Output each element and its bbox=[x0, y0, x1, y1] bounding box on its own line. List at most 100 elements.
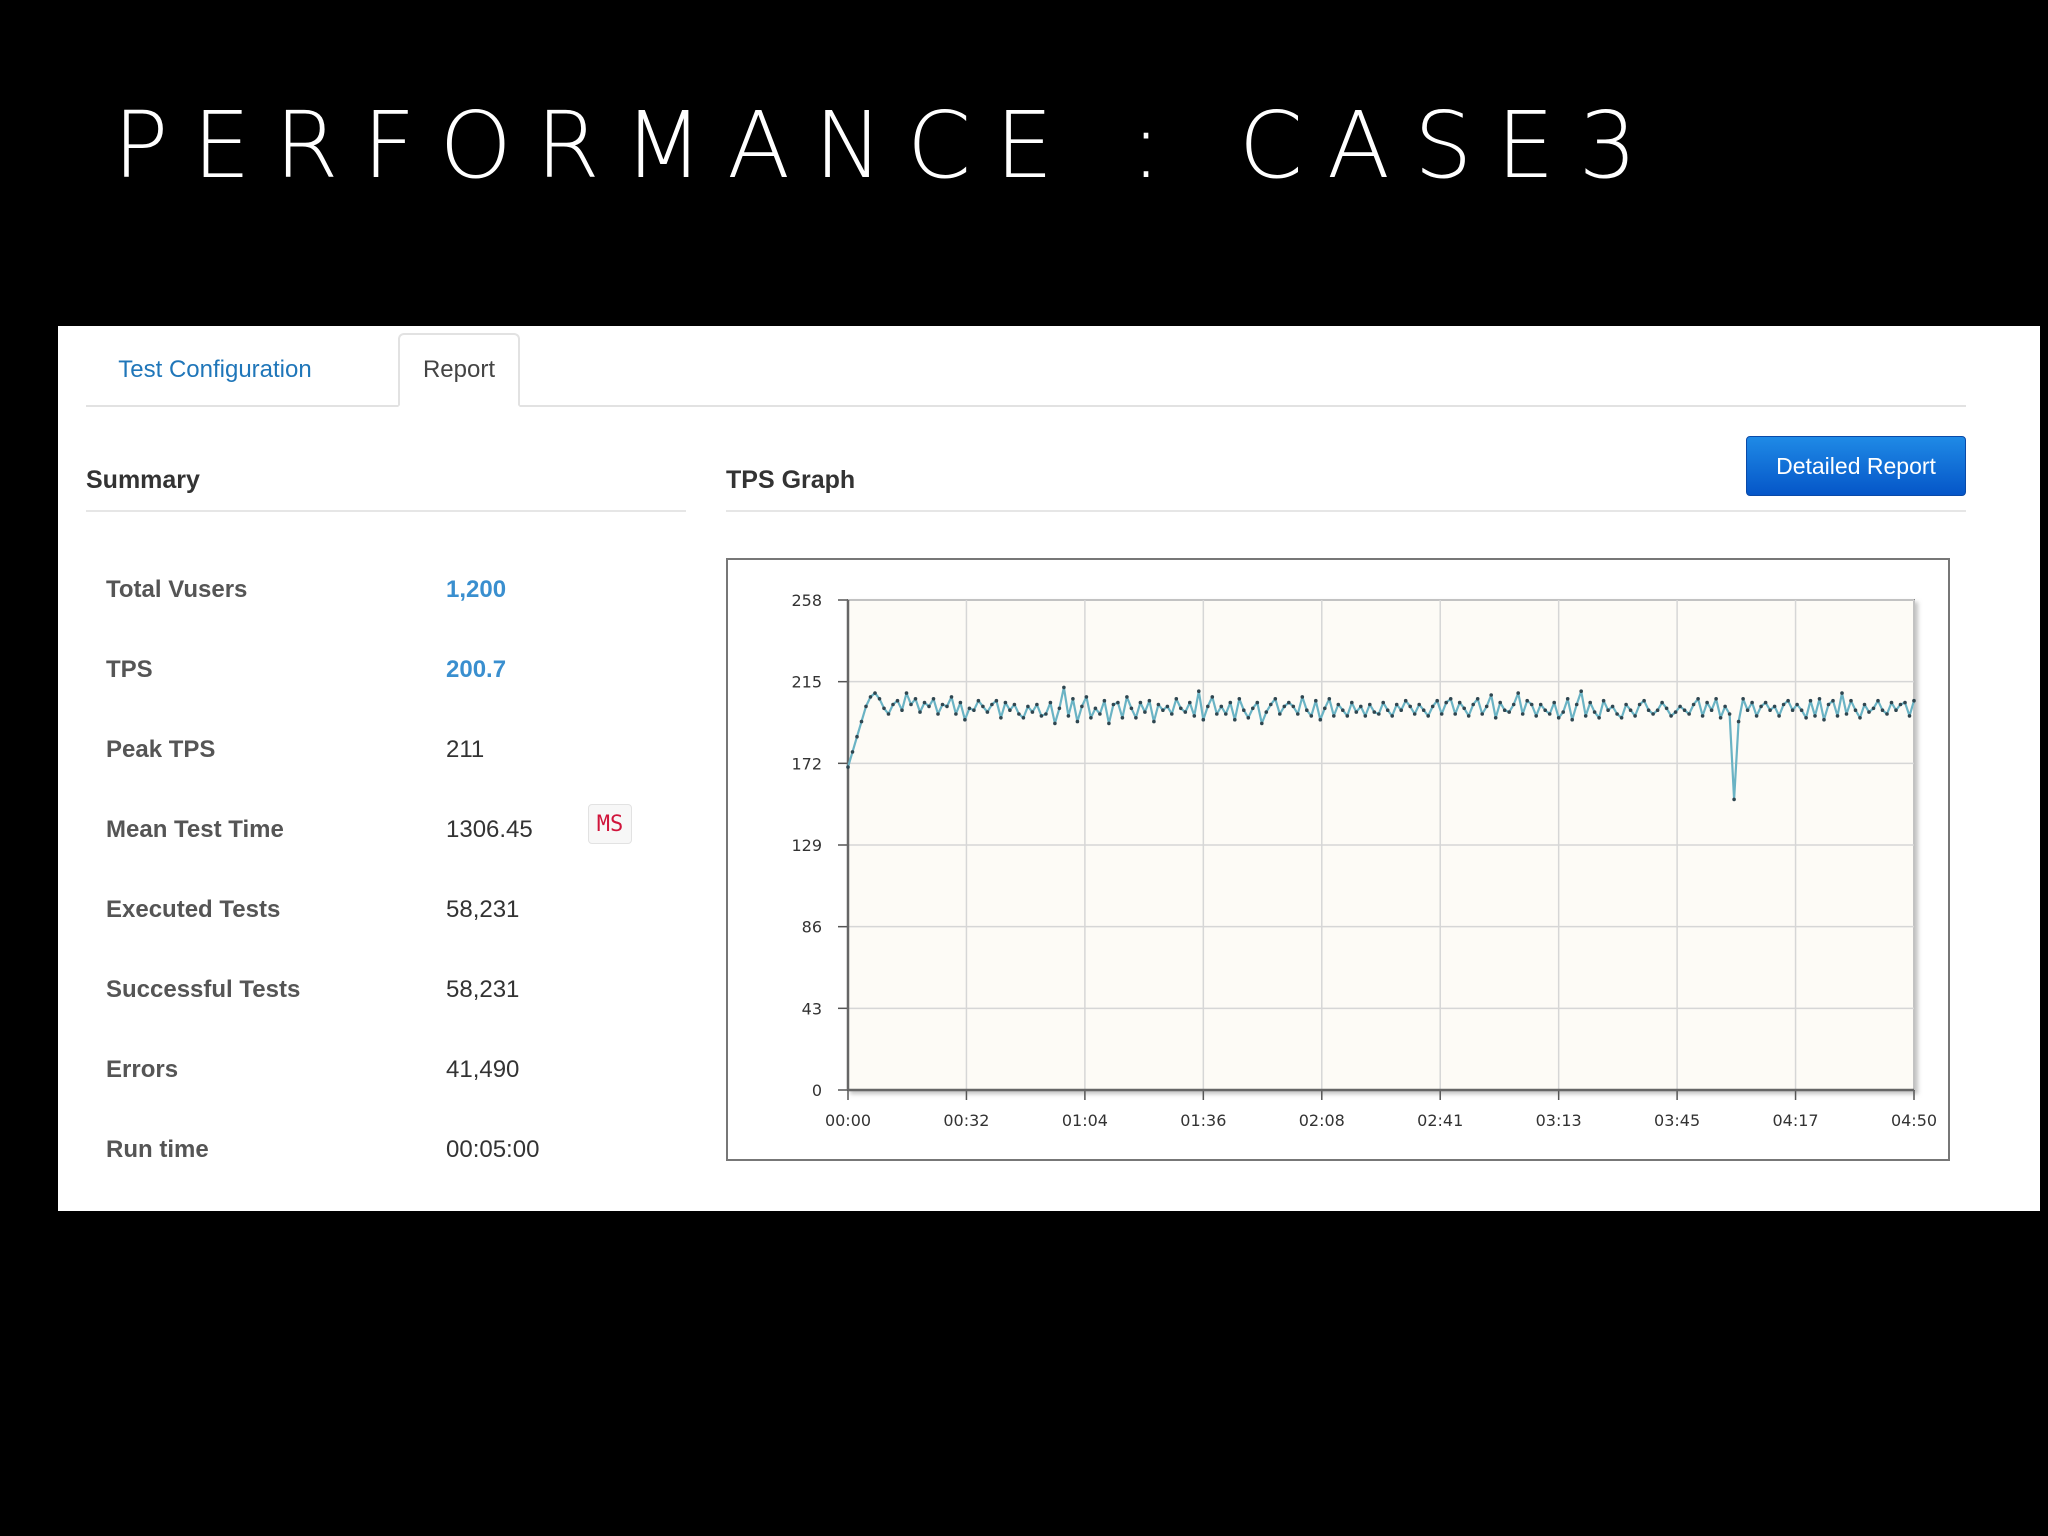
tps-data-point bbox=[1633, 714, 1637, 718]
y-tick-label: 43 bbox=[802, 999, 822, 1018]
tps-data-point bbox=[1255, 700, 1260, 705]
tps-data-point bbox=[1080, 704, 1084, 709]
x-tick-label: 02:41 bbox=[1417, 1111, 1463, 1130]
tps-data-point bbox=[1035, 702, 1039, 707]
tps-data-point bbox=[1561, 710, 1565, 714]
tps-data-point bbox=[855, 734, 859, 739]
tps-data-point bbox=[1723, 704, 1727, 709]
y-tick-label: 129 bbox=[791, 836, 822, 855]
tps-data-point bbox=[1385, 708, 1390, 712]
tps-value[interactable]: 200.7 bbox=[446, 656, 507, 683]
tps-data-point bbox=[1354, 710, 1359, 714]
tps-data-point bbox=[1556, 716, 1561, 720]
tps-data-point bbox=[1516, 691, 1520, 695]
summary-label: Run time bbox=[106, 1136, 209, 1163]
tps-data-point bbox=[1197, 689, 1201, 693]
tps-data-point bbox=[1444, 700, 1448, 705]
tps-data-point bbox=[1359, 704, 1363, 709]
tps-data-point bbox=[1372, 710, 1377, 714]
tps-data-point bbox=[1242, 708, 1246, 712]
tps-data-point bbox=[999, 716, 1003, 720]
x-tick-label: 00:32 bbox=[943, 1111, 989, 1130]
tps-data-point bbox=[1170, 712, 1174, 716]
tps-data-point bbox=[1017, 712, 1021, 716]
tps-data-point bbox=[945, 704, 949, 709]
tps-data-point bbox=[1134, 716, 1138, 720]
total-vusers-value[interactable]: 1,200 bbox=[446, 576, 507, 603]
tps-data-point bbox=[1862, 702, 1867, 707]
tps-data-point bbox=[1804, 716, 1808, 720]
tps-data-point bbox=[1012, 702, 1017, 707]
tab-test-configuration[interactable]: Test Configuration bbox=[118, 356, 312, 383]
tps-chart-svg: 0 43 86 129 172 215 258 00:00 00:32 01:04 01:36 02… bbox=[791, 591, 1937, 1130]
tps-data-point bbox=[1840, 691, 1844, 695]
tps-data-point bbox=[918, 710, 922, 714]
unit-badge: MS bbox=[588, 804, 632, 844]
x-tick-label: 04:17 bbox=[1773, 1111, 1819, 1130]
tps-data-point bbox=[1305, 708, 1309, 712]
tps-data-point bbox=[1858, 716, 1862, 720]
tps-data-point bbox=[1471, 702, 1475, 707]
tps-data-point bbox=[1606, 708, 1610, 712]
tps-data-point bbox=[931, 697, 936, 701]
tps-data-point bbox=[1489, 693, 1493, 697]
tps-data-point bbox=[1664, 706, 1669, 711]
tps-data-point bbox=[1912, 698, 1916, 703]
tps-data-point bbox=[1161, 708, 1165, 712]
tps-data-point bbox=[1790, 708, 1795, 712]
tps-data-point bbox=[1831, 698, 1835, 703]
detailed-report-button[interactable]: Detailed Report bbox=[1746, 436, 1966, 496]
summary-label: Errors bbox=[106, 1056, 179, 1083]
tps-data-point bbox=[1894, 708, 1898, 712]
tps-data-point bbox=[1534, 714, 1538, 718]
tps-data-point bbox=[1871, 706, 1876, 711]
tps-data-point bbox=[1709, 708, 1714, 712]
tps-data-point bbox=[990, 702, 994, 707]
tps-data-point bbox=[927, 704, 931, 709]
tps-data-point bbox=[1318, 717, 1323, 722]
tps-data-point bbox=[1377, 712, 1381, 716]
tps-data-point bbox=[1053, 721, 1057, 726]
tps-data-point bbox=[1111, 702, 1116, 707]
tps-data-point bbox=[1678, 704, 1682, 709]
tps-data-point bbox=[1201, 717, 1206, 722]
tps-data-point bbox=[1224, 712, 1228, 716]
tps-data-point bbox=[1107, 721, 1111, 726]
tps-data-point bbox=[1583, 714, 1588, 718]
tps-data-point bbox=[976, 698, 981, 703]
slide-title: PERFORMANCE : CASE3 bbox=[113, 92, 1662, 199]
tps-data-point bbox=[1071, 697, 1075, 701]
tps-data-point bbox=[1165, 704, 1170, 709]
summary-row-peak-tps: Peak TPS 211 bbox=[106, 736, 666, 776]
tps-data-point bbox=[1219, 704, 1224, 709]
tps-data-point bbox=[1552, 700, 1556, 705]
tps-data-point bbox=[940, 702, 945, 707]
tps-data-point bbox=[1336, 702, 1341, 707]
tps-data-point bbox=[886, 712, 891, 716]
tps-data-point bbox=[1745, 708, 1750, 712]
tps-graph-header: TPS Graph bbox=[726, 456, 1966, 512]
mean-test-time-value: 1306.45 bbox=[446, 816, 533, 843]
tps-data-point bbox=[1129, 706, 1134, 711]
tps-data-point bbox=[1538, 702, 1543, 707]
tps-data-point bbox=[994, 698, 999, 703]
tps-data-point bbox=[1147, 698, 1152, 703]
tps-data-point bbox=[1264, 710, 1269, 714]
tps-data-point bbox=[1421, 708, 1426, 712]
tps-data-point bbox=[967, 706, 972, 711]
tps-data-point bbox=[1156, 702, 1161, 707]
tps-data-point bbox=[1179, 706, 1183, 711]
tps-data-point bbox=[1089, 716, 1093, 720]
summary-header: Summary bbox=[86, 456, 686, 512]
tps-data-point bbox=[1273, 697, 1278, 701]
tps-data-point bbox=[1215, 712, 1219, 716]
tps-data-point bbox=[1457, 700, 1462, 705]
tps-data-point bbox=[1885, 712, 1889, 716]
tps-data-point bbox=[1493, 716, 1498, 720]
tps-data-point bbox=[1642, 698, 1646, 703]
tps-data-point bbox=[1817, 697, 1822, 701]
tab-report[interactable]: Report bbox=[398, 333, 520, 407]
summary-row-run-time: Run time 00:05:00 bbox=[106, 1136, 666, 1176]
tps-data-point bbox=[1511, 702, 1516, 707]
tps-data-point bbox=[1637, 702, 1642, 707]
